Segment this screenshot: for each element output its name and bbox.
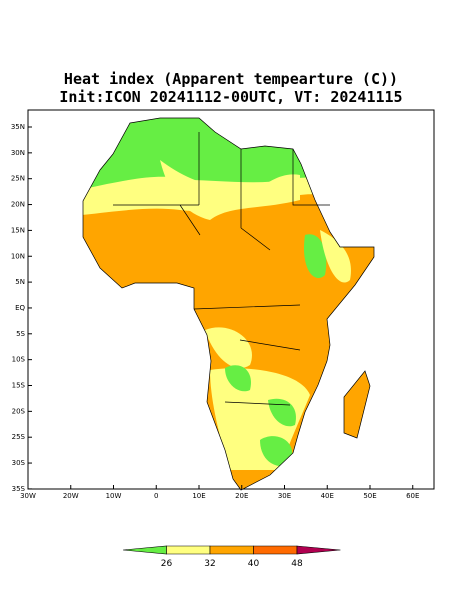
lon-label: 20E [235, 492, 248, 500]
lat-labels: 35N 30N 25N 20N 15N 10N 5N EQ 5S 10S 15S 20S 25S 30S 3… [11, 123, 32, 493]
colorbar-label: 48 [291, 559, 303, 569]
lon-label: 0 [154, 492, 158, 500]
lat-label: 5N [15, 278, 25, 286]
colorbar-label: 40 [248, 559, 260, 569]
lon-label: 10E [192, 492, 205, 500]
colorbar-segment [209, 545, 254, 555]
lon-label: 30E [278, 492, 291, 500]
lat-label: 5S [16, 330, 25, 338]
coastline [82, 117, 375, 491]
lat-label: EQ [15, 304, 25, 312]
lon-label: 30W [20, 492, 36, 500]
title-line: Heat index (Apparent tempearture (C)) [64, 70, 398, 88]
lat-label: 20S [12, 407, 26, 415]
lat-label: 20N [11, 201, 25, 209]
title-line: Init:ICON 20241112-00UTC, VT: 20241115 [59, 88, 402, 106]
lon-label: 20W [63, 492, 79, 500]
colorbar-label: 32 [204, 559, 215, 569]
lat-label: 35N [11, 123, 25, 131]
colorbar-segment [122, 545, 167, 555]
lon-label: 40E [321, 492, 334, 500]
colorbar-segment [166, 545, 211, 555]
lat-label: 25N [11, 175, 25, 183]
lat-label: 10S [12, 356, 26, 364]
lat-label: 10N [11, 252, 25, 260]
lat-label: 35S [12, 485, 26, 493]
lon-label: 60E [406, 492, 419, 500]
lat-label: 15N [11, 226, 25, 234]
lon-label: 50E [363, 492, 376, 500]
lon-labels: 30W 20W 10W 0 10E 20E 30E 40E 50E 60E [20, 485, 419, 500]
lon-label: 10W [106, 492, 122, 500]
colorbar: 26 32 40 48 [122, 545, 341, 569]
colorbar-label: 26 [161, 559, 173, 569]
colorbar-segment [253, 545, 298, 555]
lat-label: 25S [12, 433, 26, 441]
lat-label: 30S [12, 459, 26, 467]
lat-label: 15S [12, 382, 26, 390]
colorbar-segment [296, 545, 341, 555]
lat-label: 30N [11, 149, 25, 157]
